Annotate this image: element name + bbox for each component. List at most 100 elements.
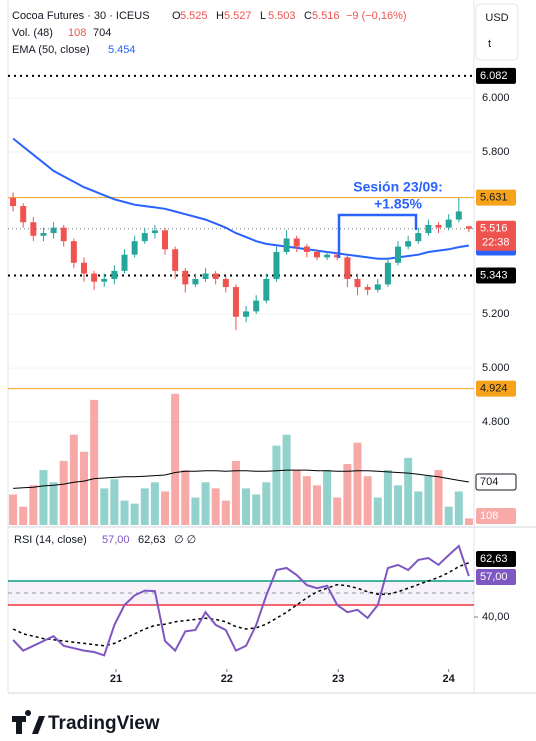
volume-bar bbox=[404, 457, 413, 525]
candle-body bbox=[364, 287, 371, 290]
ema-title: EMA (50, close) bbox=[12, 44, 90, 56]
volume-bar bbox=[383, 470, 392, 525]
price-badge-bg bbox=[476, 267, 516, 284]
volume-bar bbox=[19, 506, 28, 525]
candle-body bbox=[202, 273, 209, 279]
candle-body bbox=[141, 233, 148, 242]
price-badge-bg bbox=[476, 189, 516, 206]
rsi-tick-label: 40,00 bbox=[482, 611, 510, 623]
candle-body bbox=[283, 238, 290, 252]
x-tick-label: 21 bbox=[110, 673, 122, 685]
price-badge: 5.631 bbox=[480, 192, 508, 204]
volume-bar bbox=[69, 434, 78, 525]
candle-body bbox=[253, 300, 260, 312]
x-tick-label: 23 bbox=[332, 673, 344, 685]
volume-bar bbox=[231, 460, 240, 525]
candle-body bbox=[344, 257, 351, 279]
candle-body bbox=[293, 238, 300, 247]
y-tick-label: 5.800 bbox=[482, 146, 510, 158]
volume-bar bbox=[79, 451, 88, 525]
volume-bar bbox=[363, 476, 372, 525]
volume-bar bbox=[90, 399, 99, 525]
volume-bar bbox=[464, 518, 473, 525]
candle-body bbox=[182, 270, 189, 285]
candle-body bbox=[212, 273, 219, 279]
volume-bar bbox=[130, 503, 139, 525]
change: −9 (−0,16%) bbox=[346, 10, 407, 22]
rsi-title: RSI (14, close) bbox=[14, 534, 87, 546]
volume-bar bbox=[333, 497, 342, 525]
rsi-ma-value: 62,63 bbox=[138, 534, 166, 546]
volume-bar bbox=[221, 500, 230, 525]
volume-bar bbox=[140, 488, 149, 525]
volume-bar bbox=[434, 470, 443, 525]
candle-body bbox=[121, 254, 128, 271]
rsi-ma-badge-bg bbox=[476, 551, 516, 567]
candle-body bbox=[334, 254, 341, 258]
candle-body bbox=[425, 224, 432, 234]
volume-badge: 108 bbox=[480, 510, 498, 522]
volume-title: Vol. (48) bbox=[12, 27, 53, 39]
candle-body bbox=[445, 219, 452, 228]
candle-body bbox=[20, 206, 27, 223]
candle-body bbox=[303, 246, 310, 252]
price-badge: 5.343 bbox=[480, 269, 508, 281]
candle-body bbox=[70, 241, 77, 263]
volume-ma-value: 704 bbox=[93, 27, 111, 39]
volume-bar bbox=[242, 488, 251, 525]
volume-bar bbox=[373, 497, 382, 525]
ohlc-label: H bbox=[216, 10, 224, 22]
currency-box[interactable] bbox=[475, 3, 519, 61]
candle-body bbox=[232, 287, 239, 317]
volume-value: 108 bbox=[68, 27, 86, 39]
candle-body bbox=[40, 233, 47, 236]
ohlc-value: 5.525 bbox=[180, 10, 208, 22]
volume-bar bbox=[100, 488, 109, 525]
rsi-extra: ∅ ∅ bbox=[174, 534, 196, 546]
candle-body bbox=[30, 222, 37, 236]
last-price-badge: 5.516 bbox=[480, 223, 508, 235]
candle-body bbox=[50, 227, 57, 234]
candle-body bbox=[374, 284, 381, 290]
candle-body bbox=[111, 270, 118, 279]
y-tick-label: 5.200 bbox=[482, 308, 510, 320]
volume-bar bbox=[323, 470, 332, 525]
ohlc-label: O bbox=[172, 10, 181, 22]
candle-body bbox=[324, 254, 331, 258]
candle-body bbox=[101, 278, 108, 282]
y-tick-label: 4.800 bbox=[482, 416, 510, 428]
candle-body bbox=[192, 278, 199, 285]
logo-mark bbox=[12, 710, 45, 734]
volume-bar bbox=[262, 482, 271, 525]
ohlc-label: L bbox=[260, 10, 266, 22]
volume-bar bbox=[110, 479, 119, 525]
candle-body bbox=[10, 197, 17, 207]
candle-body bbox=[384, 262, 391, 285]
volume-bar bbox=[394, 485, 403, 525]
volume-bar bbox=[444, 506, 453, 525]
candle-body bbox=[243, 311, 250, 317]
candle-body bbox=[415, 233, 422, 242]
volume-bar bbox=[171, 393, 180, 525]
rsi-badge-bg bbox=[476, 569, 516, 585]
rsi-ma-badge: 62,63 bbox=[480, 553, 508, 565]
volume-bar bbox=[29, 485, 38, 525]
volume-bar bbox=[414, 491, 423, 525]
volume-bar bbox=[282, 434, 291, 525]
candle-body bbox=[405, 241, 412, 247]
candle-body bbox=[395, 246, 402, 263]
candle-body bbox=[273, 251, 280, 279]
volume-bar bbox=[39, 470, 48, 525]
last-price-badge-bg bbox=[476, 220, 516, 251]
volume-bar bbox=[424, 476, 433, 525]
annotation-text: +1.85% bbox=[374, 196, 422, 212]
volume-bar bbox=[201, 482, 210, 525]
volume-badge-bg bbox=[476, 508, 516, 524]
x-tick-label: 24 bbox=[443, 673, 456, 685]
candle-body bbox=[172, 249, 179, 271]
x-tick-label: 22 bbox=[221, 673, 233, 685]
symbol: Cocoa Futures · 30 · ICEUS bbox=[12, 10, 150, 22]
ohlc-label: C bbox=[304, 10, 312, 22]
